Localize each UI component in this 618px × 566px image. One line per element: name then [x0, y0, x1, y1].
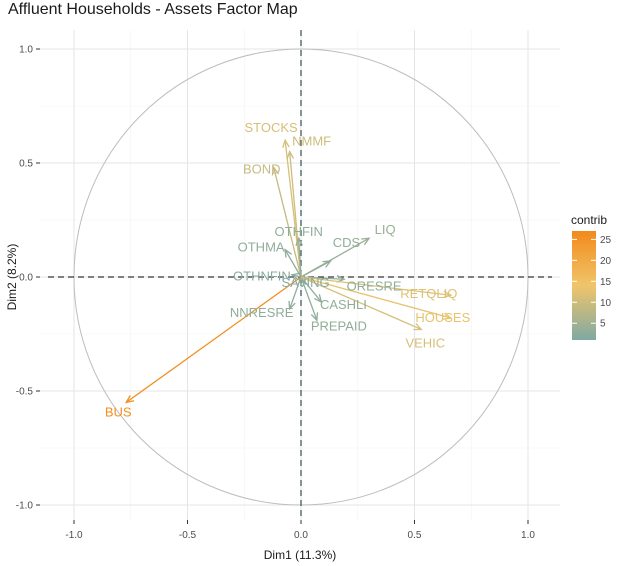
arrow-othma — [284, 249, 302, 278]
arrowhead-liq — [361, 237, 371, 246]
arrowhead-cds — [322, 260, 332, 268]
legend-tick-label: 5 — [600, 319, 606, 330]
axis-ticks: -1.0 -0.5 0.0 0.5 1.0 -1.0 -0.5 0.0 0.5 1.0 — [16, 45, 536, 542]
arrowhead-othnfin — [290, 272, 300, 281]
arrowhead-retqliq — [442, 290, 453, 299]
label-nmmf: NMMF — [292, 134, 331, 149]
grid — [40, 30, 560, 520]
label-houses: HOUSES — [415, 310, 470, 325]
label-othma: OTHMA — [238, 240, 285, 255]
legend: contrib 25 20 15 10 5 — [571, 213, 612, 340]
y-tick-label: -1.0 — [16, 501, 34, 512]
label-stocks: STOCKS — [245, 120, 299, 135]
legend-tick-label: 20 — [600, 256, 612, 267]
arrow-nmmf — [289, 151, 302, 278]
chart-title: Affluent Households - Assets Factor Map — [8, 1, 298, 18]
variable-arrows — [124, 138, 453, 404]
arrowhead-othfin — [295, 236, 303, 246]
label-bus: BUS — [105, 404, 132, 419]
legend-tick-label: 10 — [600, 298, 612, 309]
label-oresre: ORESRE — [347, 278, 402, 293]
label-othfin: OTHFIN — [275, 224, 323, 239]
arrowhead-bond — [271, 166, 280, 176]
y-tick-label: 1.0 — [19, 45, 33, 56]
label-prepaid: PREPAID — [311, 318, 367, 333]
arrow-cds — [300, 260, 331, 278]
label-retqliq: RETQLIQ — [400, 286, 457, 301]
y-tick-label: -0.5 — [16, 387, 34, 398]
x-tick-label: 0.5 — [408, 530, 422, 541]
label-nnresre: NNRESRE — [230, 305, 294, 320]
arrow-bus — [125, 276, 302, 403]
x-tick-label: 0.0 — [294, 530, 308, 541]
legend-ticks: 25 20 15 10 5 — [572, 235, 612, 330]
arrow-houses — [300, 276, 451, 319]
arrowhead-prepaid — [310, 312, 319, 322]
label-cds: CDS — [333, 235, 361, 250]
x-tick-label: -0.5 — [179, 530, 197, 541]
legend-tick-label: 25 — [600, 235, 612, 246]
y-tick-label: 0.5 — [19, 159, 33, 170]
arrow-vehic — [300, 276, 422, 331]
arrowhead-stocks — [282, 138, 290, 149]
legend-tick-label: 15 — [600, 277, 612, 288]
arrowhead-nnresre — [288, 300, 296, 311]
arrowhead-othma — [284, 248, 292, 258]
x-tick-label: -1.0 — [65, 530, 83, 541]
legend-title: contrib — [571, 213, 607, 227]
arrowhead-vehic — [413, 323, 423, 331]
arrow-cashli — [300, 276, 322, 303]
label-saving: SAVING — [281, 275, 329, 290]
arrowhead-bus — [124, 395, 135, 404]
x-axis-title: Dim1 (11.3%) — [264, 548, 336, 562]
arrowhead-nmmf — [286, 150, 295, 160]
x-tick-label: 1.0 — [521, 530, 535, 541]
arrowhead-houses — [442, 312, 453, 320]
arrowhead-cashli — [313, 294, 323, 304]
label-liq: LIQ — [375, 222, 396, 237]
label-othnfin: OTHNFIN — [233, 269, 291, 284]
label-cashli: CASHLI — [320, 297, 367, 312]
label-vehic: VEHIC — [405, 335, 445, 350]
y-axis-title: Dim2 (8.2%) — [5, 244, 19, 311]
arrow-bond — [273, 167, 302, 278]
arrow-nnresre — [289, 276, 302, 310]
label-bond: BOND — [243, 162, 281, 177]
arrow-prepaid — [300, 276, 318, 321]
y-tick-label: 0.0 — [19, 273, 33, 284]
arrow-retqliq — [300, 276, 451, 296]
arrow-othfin — [298, 238, 302, 278]
legend-colorbar — [572, 231, 596, 340]
